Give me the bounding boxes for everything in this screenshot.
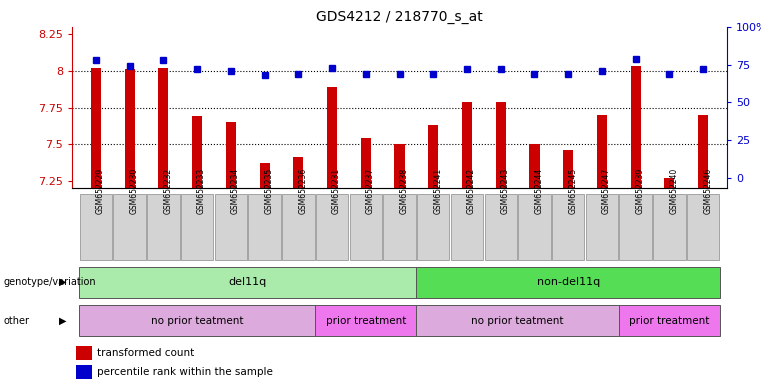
Text: ▶: ▶ <box>59 277 67 287</box>
Text: GSM652236: GSM652236 <box>298 168 307 214</box>
Bar <box>462 102 472 188</box>
FancyBboxPatch shape <box>451 194 483 260</box>
FancyBboxPatch shape <box>147 194 180 260</box>
Text: non-del11q: non-del11q <box>537 277 600 287</box>
FancyBboxPatch shape <box>80 194 112 260</box>
Text: GSM652240: GSM652240 <box>670 168 678 214</box>
Text: GSM652246: GSM652246 <box>703 168 712 214</box>
Text: GSM652239: GSM652239 <box>635 168 645 214</box>
Bar <box>631 66 641 188</box>
Bar <box>394 144 405 188</box>
Text: ▶: ▶ <box>59 316 67 326</box>
Bar <box>91 68 101 188</box>
FancyBboxPatch shape <box>416 266 720 298</box>
FancyBboxPatch shape <box>316 194 349 260</box>
Text: no prior teatment: no prior teatment <box>471 316 564 326</box>
Text: transformed count: transformed count <box>97 348 194 358</box>
FancyBboxPatch shape <box>653 194 686 260</box>
Text: GSM652235: GSM652235 <box>265 168 274 214</box>
Text: percentile rank within the sample: percentile rank within the sample <box>97 367 273 377</box>
FancyBboxPatch shape <box>315 305 416 336</box>
FancyBboxPatch shape <box>79 305 315 336</box>
Bar <box>361 138 371 188</box>
FancyBboxPatch shape <box>349 194 382 260</box>
Text: GSM652234: GSM652234 <box>231 168 240 214</box>
Bar <box>597 115 607 188</box>
Text: GSM652244: GSM652244 <box>534 168 543 214</box>
Bar <box>158 68 168 188</box>
Text: other: other <box>4 316 30 326</box>
FancyBboxPatch shape <box>416 305 619 336</box>
FancyBboxPatch shape <box>113 194 146 260</box>
FancyBboxPatch shape <box>687 194 719 260</box>
FancyBboxPatch shape <box>181 194 213 260</box>
FancyBboxPatch shape <box>282 194 314 260</box>
Bar <box>698 115 708 188</box>
Bar <box>495 102 506 188</box>
FancyBboxPatch shape <box>417 194 450 260</box>
FancyBboxPatch shape <box>79 266 416 298</box>
FancyBboxPatch shape <box>586 194 618 260</box>
Text: GSM652243: GSM652243 <box>501 168 510 214</box>
Text: genotype/variation: genotype/variation <box>4 277 97 287</box>
Text: GSM652241: GSM652241 <box>433 168 442 214</box>
Text: GSM652247: GSM652247 <box>602 168 611 214</box>
FancyBboxPatch shape <box>384 194 416 260</box>
Bar <box>75 366 92 379</box>
Text: GSM652230: GSM652230 <box>129 168 139 214</box>
Title: GDS4212 / 218770_s_at: GDS4212 / 218770_s_at <box>316 10 483 25</box>
FancyBboxPatch shape <box>215 194 247 260</box>
FancyBboxPatch shape <box>619 305 720 336</box>
Text: no prior teatment: no prior teatment <box>151 316 244 326</box>
Bar <box>563 150 573 188</box>
Text: GSM652242: GSM652242 <box>467 168 476 214</box>
Text: prior treatment: prior treatment <box>629 316 709 326</box>
Text: GSM652232: GSM652232 <box>164 168 173 214</box>
Bar <box>226 122 236 188</box>
Text: GSM652238: GSM652238 <box>400 168 409 214</box>
FancyBboxPatch shape <box>552 194 584 260</box>
Bar <box>75 346 92 359</box>
FancyBboxPatch shape <box>248 194 281 260</box>
Text: GSM652233: GSM652233 <box>197 168 206 214</box>
Bar <box>192 116 202 188</box>
Bar <box>530 144 540 188</box>
Bar <box>260 163 269 188</box>
FancyBboxPatch shape <box>518 194 551 260</box>
Bar <box>664 178 674 188</box>
Text: GSM652245: GSM652245 <box>568 168 577 214</box>
Text: del11q: del11q <box>228 277 267 287</box>
Text: GSM652231: GSM652231 <box>332 168 341 214</box>
Text: prior treatment: prior treatment <box>326 316 406 326</box>
Text: GSM652229: GSM652229 <box>96 168 105 214</box>
Bar <box>293 157 304 188</box>
FancyBboxPatch shape <box>619 194 652 260</box>
Bar <box>327 87 337 188</box>
Text: GSM652237: GSM652237 <box>366 168 374 214</box>
Bar <box>125 70 135 188</box>
Bar <box>428 125 438 188</box>
FancyBboxPatch shape <box>485 194 517 260</box>
